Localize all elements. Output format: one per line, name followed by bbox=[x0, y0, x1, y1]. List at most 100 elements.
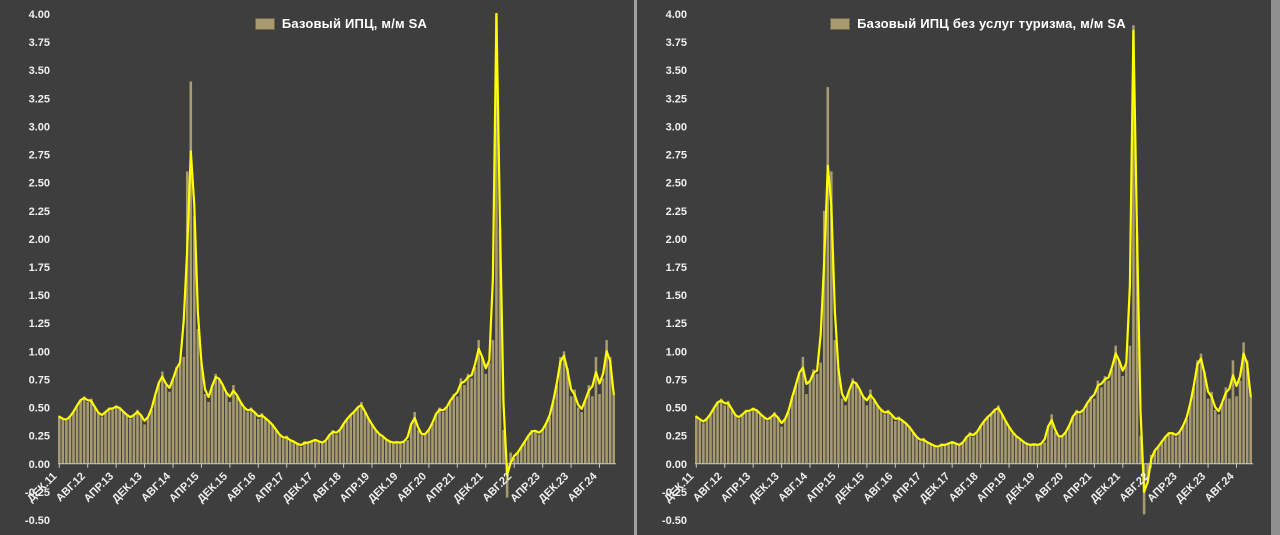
bar bbox=[466, 373, 470, 464]
bar bbox=[217, 378, 221, 464]
bar bbox=[498, 227, 502, 464]
bar bbox=[1029, 445, 1032, 464]
bar bbox=[409, 423, 413, 464]
bar bbox=[886, 409, 890, 464]
bar bbox=[566, 368, 569, 464]
bar bbox=[434, 413, 438, 464]
bar bbox=[164, 385, 168, 464]
bar bbox=[292, 441, 296, 464]
y-axis-label: 2.00 bbox=[666, 234, 687, 246]
y-axis-label: 2.50 bbox=[29, 178, 50, 190]
bar bbox=[495, 13, 498, 464]
x-axis-label: АВГ.22 bbox=[480, 470, 514, 504]
bar bbox=[608, 356, 612, 464]
bar bbox=[441, 412, 445, 464]
x-axis-label: АВГ.18 bbox=[947, 470, 981, 504]
bar bbox=[812, 369, 815, 464]
bar bbox=[264, 418, 267, 464]
x-axis-label: ДЕК.23 bbox=[536, 470, 571, 505]
bar bbox=[989, 414, 993, 464]
bar bbox=[221, 385, 225, 464]
bar bbox=[947, 443, 950, 464]
bar bbox=[847, 389, 851, 464]
bar bbox=[997, 405, 1000, 464]
bar bbox=[544, 423, 548, 464]
bar bbox=[576, 407, 580, 464]
x-axis-label: ДЕК.17 bbox=[281, 470, 316, 505]
bar bbox=[374, 430, 377, 464]
bar bbox=[228, 401, 232, 464]
bar bbox=[505, 463, 509, 498]
bar bbox=[734, 415, 737, 464]
x-axis-label: АПР.17 bbox=[252, 470, 286, 504]
bar bbox=[1206, 398, 1210, 464]
bar bbox=[1061, 436, 1064, 464]
bar bbox=[349, 414, 352, 464]
bar bbox=[303, 441, 306, 464]
bar bbox=[1224, 387, 1228, 464]
bar bbox=[605, 340, 608, 464]
bar bbox=[695, 416, 698, 464]
x-axis-label: АПР.17 bbox=[889, 470, 923, 504]
y-axis-label: 3.50 bbox=[666, 65, 687, 77]
x-axis-label: ДЕК.15 bbox=[832, 470, 867, 505]
bar bbox=[146, 416, 150, 464]
x-axis-label: ДЕК.19 bbox=[366, 470, 401, 505]
bar bbox=[894, 421, 897, 464]
bar bbox=[1249, 396, 1253, 464]
bar bbox=[72, 412, 75, 464]
bar bbox=[1174, 436, 1178, 464]
y-axis-label: 2.00 bbox=[29, 234, 50, 246]
bar bbox=[388, 441, 392, 464]
bar bbox=[299, 446, 303, 464]
bar bbox=[1167, 432, 1171, 464]
bar bbox=[1114, 345, 1117, 464]
bar bbox=[794, 385, 798, 464]
bar bbox=[512, 458, 516, 464]
bar bbox=[890, 414, 894, 464]
bar bbox=[901, 421, 904, 464]
bar bbox=[232, 385, 235, 464]
bar bbox=[744, 409, 748, 464]
bar bbox=[399, 443, 402, 464]
bar bbox=[143, 424, 146, 464]
bar bbox=[427, 430, 431, 464]
bar bbox=[918, 441, 922, 464]
bar bbox=[594, 356, 598, 464]
bar bbox=[982, 421, 986, 464]
bar bbox=[335, 434, 338, 464]
bar bbox=[737, 418, 741, 464]
bar bbox=[196, 328, 200, 464]
bar bbox=[876, 405, 879, 464]
bar bbox=[75, 405, 79, 464]
bar bbox=[716, 401, 719, 464]
bar bbox=[904, 423, 908, 464]
bar bbox=[801, 356, 805, 464]
bar bbox=[993, 409, 997, 464]
bar bbox=[86, 401, 89, 464]
bar bbox=[1185, 418, 1189, 464]
bar bbox=[1242, 342, 1245, 464]
bar bbox=[1228, 398, 1231, 464]
y-axis-label: 4.00 bbox=[666, 9, 687, 21]
bar bbox=[203, 394, 207, 464]
bar bbox=[58, 416, 61, 464]
bar bbox=[1100, 387, 1103, 464]
x-axis-label: АПР.19 bbox=[975, 470, 1009, 504]
bar bbox=[844, 405, 847, 464]
y-axis-label: 1.25 bbox=[666, 318, 687, 330]
bar bbox=[719, 398, 723, 464]
bar bbox=[559, 356, 562, 464]
bar bbox=[153, 394, 157, 464]
y-axis-label: 1.25 bbox=[29, 318, 50, 330]
bar bbox=[1231, 360, 1235, 464]
y-axis-label: 0.50 bbox=[666, 403, 687, 415]
x-axis-label: АПР.15 bbox=[804, 470, 838, 504]
bar bbox=[548, 416, 552, 464]
bar bbox=[100, 416, 104, 464]
x-axis-label: АВГ.16 bbox=[861, 470, 895, 504]
y-axis-label: 2.75 bbox=[666, 150, 687, 162]
bar bbox=[762, 416, 766, 464]
bar bbox=[534, 430, 537, 464]
bar bbox=[352, 412, 356, 464]
